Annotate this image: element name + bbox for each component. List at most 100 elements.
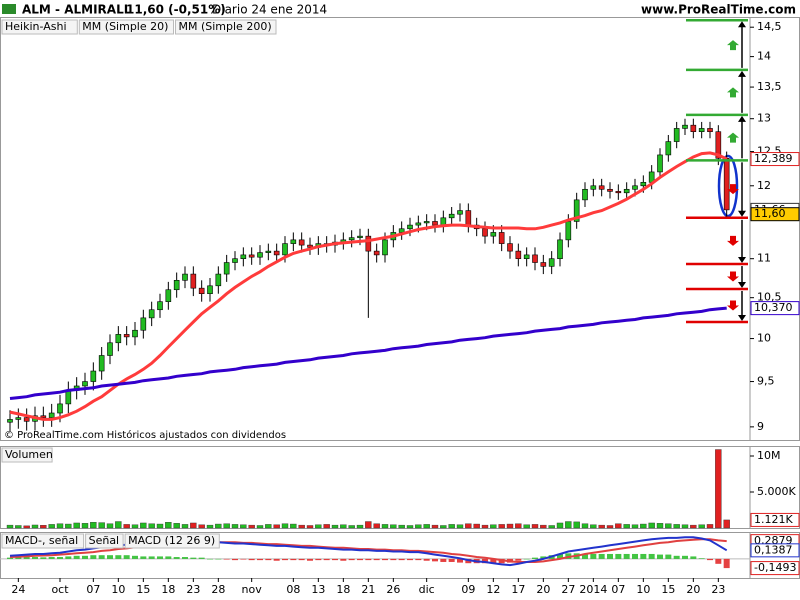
volume-bar (98, 522, 105, 529)
volume-bar (681, 524, 689, 529)
histogram-bar (90, 555, 97, 559)
volume-bar (440, 525, 447, 529)
histogram-bar (15, 557, 22, 559)
volume-bar (215, 523, 222, 529)
volume-bar (573, 521, 580, 529)
histogram-bar (632, 553, 638, 559)
volume-bar (223, 523, 230, 529)
candle-body (357, 235, 363, 238)
x-tick-label: oct (51, 583, 69, 596)
candle-body (82, 381, 88, 387)
x-tick-label: 23 (186, 583, 200, 596)
volume-bar (190, 522, 197, 529)
x-tick-label: 28 (211, 583, 225, 596)
x-tick-label: 27 (561, 583, 575, 596)
volume-bar (431, 524, 439, 529)
volume-bar (690, 524, 697, 529)
volume-bar (490, 524, 497, 529)
volume-bar (465, 523, 472, 529)
legend-label: MACD (12 26 9) (128, 534, 215, 547)
volume-bar (473, 523, 480, 529)
candle-body (698, 128, 705, 132)
candle-body (140, 317, 147, 331)
candle-body (457, 210, 463, 215)
candle-body (548, 258, 555, 267)
volume-bar (248, 524, 255, 529)
histogram-bar (57, 557, 63, 559)
x-tick-label: 20 (686, 583, 700, 596)
volume-bar (540, 524, 547, 529)
candle-body (465, 210, 472, 226)
candle-body (240, 254, 247, 259)
value-label: 10,370 (754, 301, 793, 314)
histogram-bar (457, 558, 463, 563)
volume-bar (381, 524, 389, 529)
volume-bar (623, 524, 630, 529)
volume-bar (331, 524, 339, 529)
candle-body (298, 239, 305, 246)
volume-bar (23, 525, 30, 529)
x-tick-label: 08 (286, 583, 300, 596)
volume-bar (723, 519, 730, 529)
histogram-bar (290, 558, 297, 561)
y-tick-label: 9 (757, 420, 764, 433)
candle-body (282, 243, 288, 256)
value-label: 0,1387 (754, 543, 793, 556)
volume-bar (56, 523, 64, 529)
candle-body (257, 252, 263, 258)
histogram-bar (23, 557, 30, 559)
candle-body (165, 289, 172, 302)
volume-bar (148, 523, 155, 529)
y-tick-label: 14 (757, 50, 771, 63)
candle-body (265, 250, 272, 253)
histogram-bar (273, 558, 280, 561)
histogram-bar (682, 555, 688, 559)
histogram-bar (140, 556, 147, 559)
level-arrowhead (738, 21, 746, 28)
period: Diario 24 ene 2014 (212, 3, 327, 17)
histogram-bar (398, 558, 405, 561)
volume-bar (256, 525, 264, 529)
volume-bar (523, 524, 530, 529)
volume-bar (231, 524, 239, 529)
candle-body (15, 417, 22, 420)
level-arrowhead (738, 70, 746, 77)
volume-bar (365, 521, 372, 529)
histogram-bar (665, 554, 672, 559)
volume-bar (598, 524, 605, 529)
x-tick-label: 10 (111, 583, 125, 596)
histogram-bar (173, 557, 180, 559)
legend-label: MACD-, señal (5, 534, 78, 547)
level-hint-arrow (727, 40, 739, 51)
annotation-ellipse (717, 154, 739, 218)
histogram-bar (240, 558, 247, 560)
candle-body (623, 188, 630, 194)
y-tick-label: 5.000K (757, 485, 796, 498)
volume-bar (481, 524, 489, 529)
volume-bar (348, 525, 355, 529)
volume-bar (515, 523, 522, 529)
volume-bar (198, 524, 205, 529)
histogram-bar (98, 555, 105, 559)
legend-label: MM (Simple 20) (82, 20, 168, 33)
y-tick-label: 13 (757, 112, 771, 125)
x-tick-label: 26 (386, 583, 400, 596)
candle-body (65, 390, 72, 405)
logo (2, 4, 16, 14)
volume-bar (640, 523, 647, 529)
candle-body (290, 239, 297, 244)
volume-bar (156, 523, 164, 529)
y-tick-label: 10 (757, 332, 771, 345)
level-arrowhead (738, 314, 746, 321)
volume-bar (356, 524, 364, 529)
candle-body (57, 403, 63, 414)
value-label-box (750, 512, 800, 527)
candle-body (90, 370, 97, 382)
x-tick-label: 15 (661, 583, 675, 596)
candle-body (523, 254, 530, 259)
candle-body (632, 185, 638, 190)
histogram-bar (123, 555, 130, 559)
histogram-bar (515, 558, 522, 561)
